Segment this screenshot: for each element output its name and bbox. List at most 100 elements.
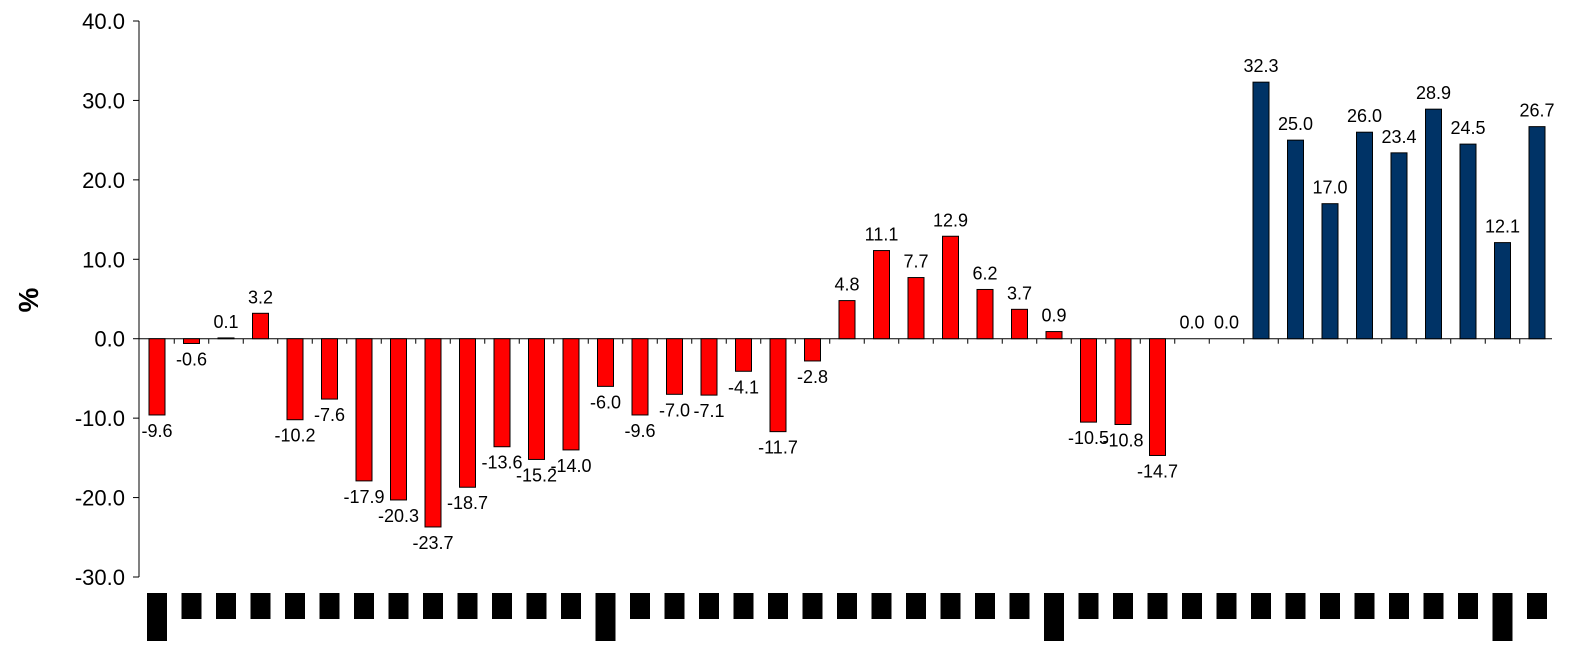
category-mark-38 [1458,593,1478,619]
data-label-39: 12.1 [1485,217,1520,237]
bar-1 [183,338,200,344]
bar-32 [1252,81,1270,340]
category-mark-27 [1078,593,1099,619]
category-mark-1 [181,593,202,619]
bar-37 [1425,108,1442,340]
category-mark-16 [699,593,719,619]
category-mark-14 [630,593,650,619]
data-labels: -9.6 -0.6 0.1 3.2 -10.2-7.6 -17.9-20.3 -23.7 -1… [141,56,1554,553]
bar-12 [562,338,580,451]
category-mark-40 [1527,593,1547,619]
data-label-7: -20.3 [378,506,419,526]
category-mark-36 [1389,593,1409,619]
bar-25 [1011,308,1028,340]
bar-27 [1080,338,1097,423]
bars [148,81,1546,528]
category-mark-4 [285,593,305,619]
category-mark-25 [1009,593,1030,619]
bar-3 [252,312,269,340]
data-label-6: -17.9 [343,487,384,507]
category-mark-10 [492,593,512,619]
data-label-22: 7.7 [903,252,928,272]
category-mark-24 [975,593,995,619]
bar-21 [873,250,890,340]
data-label-32: 32.3 [1243,56,1278,76]
bar-5 [321,338,338,400]
data-label-37: 28.9 [1416,83,1451,103]
bar-2 [217,337,235,340]
data-label-30: 0.0 [1179,313,1204,333]
category-mark-3 [250,593,271,619]
bar-18 [769,338,787,433]
data-label-10: -13.6 [481,453,522,473]
data-label-26: 0.9 [1041,306,1066,326]
y-tick-label: 40.0 [82,9,125,34]
data-label-0: -9.6 [141,421,172,441]
bar-20 [838,300,856,340]
category-mark-20 [837,593,857,619]
bar-38 [1459,143,1477,340]
data-label-27: -10.5 [1068,428,1109,448]
bar-34 [1321,203,1339,340]
data-label-36: 23.4 [1381,127,1416,147]
category-mark-34 [1320,593,1340,619]
y-axis-title: % [13,287,44,312]
category-mark-11 [526,593,547,619]
category-mark-15 [664,593,685,619]
category-mark-5 [319,593,340,619]
bar-28 [1114,338,1132,425]
data-label-35: 26.0 [1347,106,1382,126]
data-label-31: 0.0 [1214,313,1239,333]
bar-11 [528,338,545,460]
category-mark-12 [561,593,581,619]
bar-9 [459,338,476,488]
category-mark-33 [1285,593,1306,619]
bar-24 [976,288,994,340]
category-mark-19 [802,593,823,619]
data-label-23: 12.9 [933,210,968,230]
data-label-28: -10.8 [1102,430,1143,450]
data-label-20: 4.8 [834,275,859,295]
bar-17 [735,338,752,372]
data-label-16: -7.1 [693,401,724,421]
data-label-33: 25.0 [1278,114,1313,134]
data-label-29: -14.7 [1137,461,1178,481]
y-tick-label: -30.0 [75,565,125,590]
bar-7 [390,338,407,501]
data-label-15: -7.0 [659,400,690,420]
category-marks [147,593,1547,641]
bar-8 [424,338,442,528]
category-mark-6 [354,593,374,619]
bar-13 [597,338,614,387]
bar-26 [1045,331,1063,340]
bar-4 [286,338,304,421]
data-label-11: -15.2 [516,465,557,485]
y-tick-label: -20.0 [75,486,125,511]
y-tick-label: 20.0 [82,168,125,193]
category-mark-18 [768,593,788,619]
bar-19 [804,338,821,362]
category-mark-21 [871,593,892,619]
data-label-8: -23.7 [412,533,453,553]
data-label-3: 3.2 [248,287,273,307]
data-label-17: -4.1 [728,377,759,397]
bar-6 [355,338,373,482]
bar-14 [631,338,649,416]
data-label-18: -11.7 [758,438,798,458]
category-mark-17 [733,593,754,619]
category-mark-22 [906,593,926,619]
bar-39 [1494,242,1511,340]
bar-40 [1528,126,1546,340]
category-mark-29 [1147,593,1168,619]
category-mark-2 [216,593,236,619]
y-tick-label: 30.0 [82,88,125,113]
data-label-5: -7.6 [314,405,345,425]
data-label-34: 17.0 [1312,178,1347,198]
data-label-38: 24.5 [1450,118,1485,138]
data-label-1: -0.6 [176,349,207,369]
y-tick-label: -10.0 [75,406,125,431]
bar-35 [1356,131,1373,340]
category-mark-28 [1113,593,1133,619]
bar-22 [907,277,925,340]
